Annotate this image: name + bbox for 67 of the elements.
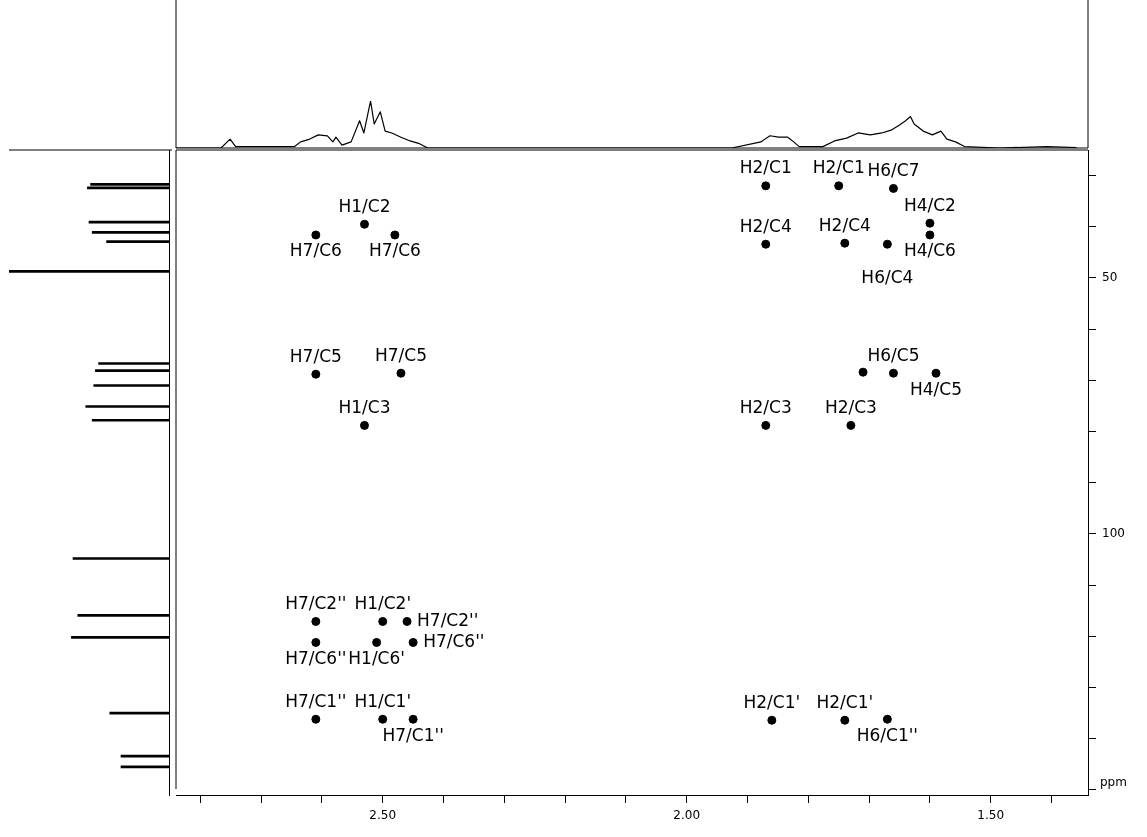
annotation: H2/C3 <box>739 396 792 417</box>
y-axis-title: ppm <box>1100 775 1127 790</box>
point <box>390 230 400 240</box>
annotation: H1/C3 <box>338 396 391 417</box>
annotation: H7/C5 <box>374 344 427 365</box>
annotation: H7/C6 <box>289 240 342 261</box>
annotation: H7/C6'' <box>285 647 347 668</box>
annotation: H2/C1 <box>739 157 792 178</box>
point <box>858 367 868 377</box>
point <box>408 637 418 647</box>
annotation: H2/C4 <box>818 214 871 235</box>
annotation: H7/C6'' <box>423 630 485 651</box>
point <box>931 368 941 378</box>
annotation: H7/C5 <box>289 345 342 366</box>
annotation: H7/C2'' <box>417 609 479 630</box>
annotation: H2/C1' <box>816 691 874 712</box>
point <box>378 616 388 626</box>
annotation: H6/C4 <box>861 266 914 287</box>
point <box>372 637 382 647</box>
point <box>882 714 892 724</box>
point <box>359 219 369 229</box>
annotation: H7/C2'' <box>285 592 347 613</box>
point <box>888 183 898 193</box>
point <box>311 230 321 240</box>
annotation: H2/C1 <box>812 157 865 178</box>
annotation: H1/C6' <box>348 647 405 668</box>
x-tick-label: 2.00 <box>673 808 701 823</box>
annotation: H1/C2' <box>354 592 412 613</box>
annotation: H6/C5 <box>867 344 920 365</box>
point <box>311 369 321 379</box>
x-tick-label: 1.50 <box>977 808 1005 823</box>
annotation: H4/C5 <box>909 378 963 399</box>
annotation: H2/C1' <box>743 691 801 712</box>
point <box>925 218 935 228</box>
annotation: H2/C4 <box>739 215 792 236</box>
point <box>761 181 771 191</box>
point <box>311 616 321 626</box>
point <box>767 715 777 725</box>
point <box>846 420 856 430</box>
y-tick-label: 100 <box>1102 526 1125 541</box>
annotation: H4/C2 <box>903 194 956 215</box>
point <box>761 239 771 249</box>
point <box>396 368 406 378</box>
annotation: H6/C7 <box>867 159 920 180</box>
point <box>840 238 850 248</box>
point <box>359 420 369 430</box>
annotation: H7/C6 <box>368 240 421 261</box>
x-tick-label: 2.50 <box>369 808 397 823</box>
point <box>882 239 892 249</box>
point <box>840 715 850 725</box>
point <box>311 637 321 647</box>
annotation: H7/C1'' <box>382 724 444 745</box>
y-tick-label: 50 <box>1102 270 1118 285</box>
point <box>402 616 412 626</box>
annotation: H7/C1'' <box>285 690 347 711</box>
annotation: H2/C3 <box>824 396 877 417</box>
annotation: H4/C6 <box>903 240 956 261</box>
point <box>834 181 844 191</box>
point <box>761 420 771 430</box>
point <box>408 714 418 724</box>
annotation: H1/C1' <box>354 690 412 711</box>
annotation: H6/C1'' <box>856 724 919 745</box>
annotation: H1/C2 <box>338 195 391 216</box>
point <box>378 714 388 724</box>
point <box>888 368 898 378</box>
point <box>925 230 935 240</box>
point <box>311 714 321 724</box>
